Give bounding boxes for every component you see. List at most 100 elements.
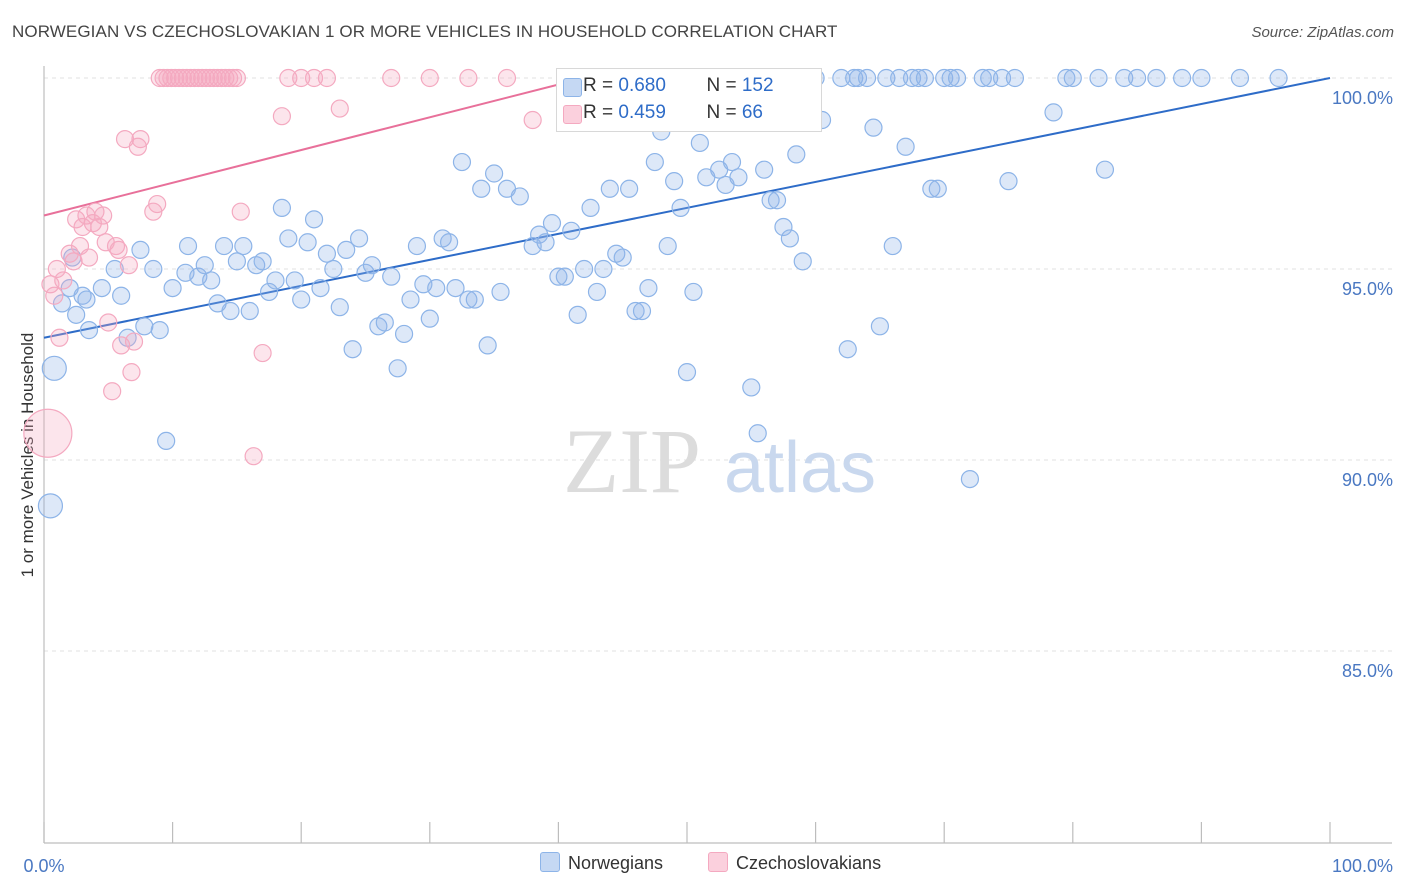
data-point-norwegians	[774, 217, 793, 237]
data-point-czechoslovakians	[420, 68, 439, 88]
data-point-norwegians	[112, 286, 131, 305]
data-point-czechoslovakians	[50, 328, 69, 347]
y-tick-label: 85.0%	[1342, 661, 1393, 681]
data-point-norwegians	[896, 137, 915, 156]
x-tick-label: 100.0%	[1332, 856, 1393, 876]
data-point-norwegians	[67, 305, 86, 324]
data-point-norwegians	[343, 340, 362, 359]
data-point-norwegians	[465, 290, 484, 309]
data-point-norwegians	[1095, 160, 1115, 179]
data-point-norwegians	[452, 152, 472, 172]
data-point-norwegians	[1127, 68, 1147, 88]
data-point-norwegians	[388, 359, 407, 378]
data-point-norwegians	[401, 290, 420, 309]
data-point-norwegians	[658, 236, 677, 256]
data-point-czechoslovakians	[227, 68, 246, 88]
data-point-czechoslovakians	[382, 68, 401, 88]
data-point-norwegians	[394, 324, 414, 344]
legend-swatch-norwegians	[540, 852, 560, 872]
data-point-norwegians	[157, 431, 176, 450]
data-point-norwegians	[742, 378, 761, 397]
data-point-norwegians	[915, 68, 935, 88]
data-point-czechoslovakians	[244, 447, 263, 466]
data-point-norwegians	[928, 179, 947, 198]
data-point-czechoslovakians	[54, 271, 73, 290]
legend-item-norwegians: Norwegians	[540, 852, 663, 874]
data-point-norwegians	[684, 282, 703, 302]
data-point-norwegians	[52, 294, 72, 313]
legend-n-label: N =	[706, 75, 742, 96]
data-point-norwegians	[330, 298, 349, 317]
data-point-norwegians	[845, 68, 864, 88]
watermark-zip: ZIP	[563, 410, 701, 512]
data-point-norwegians	[304, 210, 324, 229]
legend-item-czechoslovakians: Czechoslovakians	[708, 852, 881, 874]
data-point-norwegians	[240, 301, 259, 321]
data-point-norwegians	[1005, 68, 1025, 88]
data-point-norwegians	[266, 271, 285, 290]
data-point-norwegians	[620, 179, 639, 198]
data-point-norwegians	[221, 301, 240, 321]
data-point-norwegians	[883, 236, 902, 256]
data-point-norwegians	[941, 68, 960, 88]
data-point-norwegians	[362, 256, 382, 275]
data-point-norwegians	[600, 179, 619, 198]
data-point-norwegians	[349, 229, 369, 248]
data-point-czechoslovakians	[79, 248, 99, 267]
data-point-czechoslovakians	[272, 107, 292, 126]
legend-n-value: 152	[741, 75, 774, 96]
data-point-norwegians	[144, 259, 163, 279]
data-point-norwegians	[870, 317, 890, 336]
data-point-norwegians	[478, 336, 497, 355]
data-point-norwegians	[780, 229, 799, 248]
data-point-norwegians	[459, 290, 478, 309]
data-point-norwegians	[337, 240, 356, 259]
data-point-norwegians	[999, 172, 1018, 191]
trend-lines	[43, 77, 1331, 339]
legend-swatch-czechoslovakians	[708, 852, 728, 872]
data-point-czechoslovakians	[64, 252, 83, 271]
legend-r-label: R =	[583, 75, 619, 96]
data-point-czechoslovakians	[109, 240, 128, 259]
data-point-norwegians	[439, 233, 459, 252]
data-point-norwegians	[902, 68, 922, 88]
data-point-norwegians	[671, 198, 690, 217]
data-point-norwegians	[131, 240, 150, 259]
data-point-norwegians	[909, 68, 928, 88]
data-point-norwegians	[317, 244, 337, 263]
data-point-norwegians	[298, 233, 317, 252]
x-tick-label: 0.0%	[23, 856, 64, 876]
data-point-norwegians	[542, 214, 562, 233]
data-point-norwegians	[877, 68, 896, 88]
data-point-norwegians	[536, 233, 555, 252]
stats-legend: R = 0.680 N = 152 R = 0.459 N = 66	[556, 68, 822, 132]
data-point-norwegians	[639, 279, 658, 298]
data-point-norwegians	[793, 252, 812, 271]
data-point-norwegians	[549, 267, 568, 286]
data-point-norwegians	[485, 164, 504, 183]
data-point-norwegians	[420, 309, 439, 328]
data-point-norwegians	[41, 355, 67, 381]
data-point-norwegians	[690, 133, 709, 153]
data-point-norwegians	[202, 271, 221, 290]
legend-n-value: 66	[741, 102, 763, 123]
data-point-norwegians	[234, 236, 253, 256]
data-point-norwegians	[195, 256, 214, 275]
data-point-norwegians	[285, 271, 304, 290]
data-point-norwegians	[1089, 68, 1108, 88]
data-point-norwegians	[594, 259, 613, 279]
data-point-czechoslovakians	[99, 313, 118, 332]
data-point-norwegians	[427, 279, 446, 298]
data-point-czechoslovakians	[497, 68, 517, 88]
y-tick-label: 90.0%	[1342, 470, 1393, 490]
data-point-norwegians	[838, 340, 857, 359]
data-point-norwegians	[645, 152, 664, 172]
data-point-norwegians	[767, 191, 787, 210]
data-point-norwegians	[324, 259, 343, 279]
data-point-norwegians	[568, 305, 587, 324]
data-point-norwegians	[947, 68, 967, 88]
legend-r-label: R =	[583, 102, 619, 123]
data-point-czechoslovakians	[317, 68, 337, 88]
legend-row-czechoslovakians: R = 0.459 N = 66	[563, 102, 763, 124]
